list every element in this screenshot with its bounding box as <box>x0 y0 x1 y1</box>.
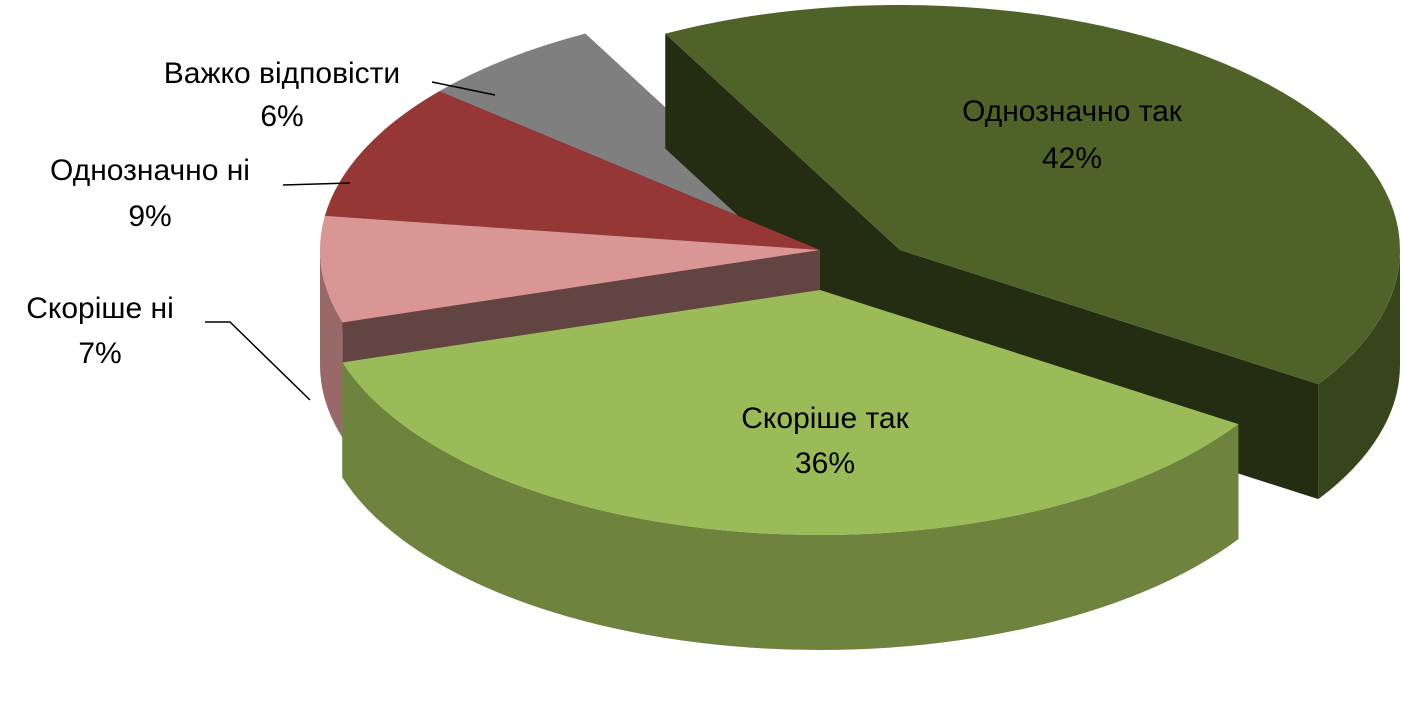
leader-line <box>431 81 496 96</box>
slice-value-label: 7% <box>78 337 121 370</box>
slice-value-label: 42% <box>1042 142 1102 175</box>
slice-value-label: 36% <box>795 447 855 480</box>
slice <box>324 91 820 250</box>
leader-line <box>205 321 311 401</box>
slice-label: Скоріше так <box>741 402 909 435</box>
slice <box>342 290 1239 535</box>
slice-label: Скоріше ні <box>26 292 173 325</box>
slice <box>665 4 1401 385</box>
slice-label: Однозначно ні <box>50 154 250 187</box>
slice-value-label: 9% <box>128 200 171 233</box>
slice-label: Важко відповісти <box>164 57 400 90</box>
slice-wall <box>665 33 900 365</box>
leader-line <box>282 182 351 186</box>
slice-value-label: 6% <box>260 100 303 133</box>
slice-side <box>342 362 1239 650</box>
slice-side <box>320 250 343 438</box>
slice-side <box>1318 250 1400 500</box>
slice <box>320 215 820 323</box>
slice-label: Однозначно так <box>962 95 1183 128</box>
